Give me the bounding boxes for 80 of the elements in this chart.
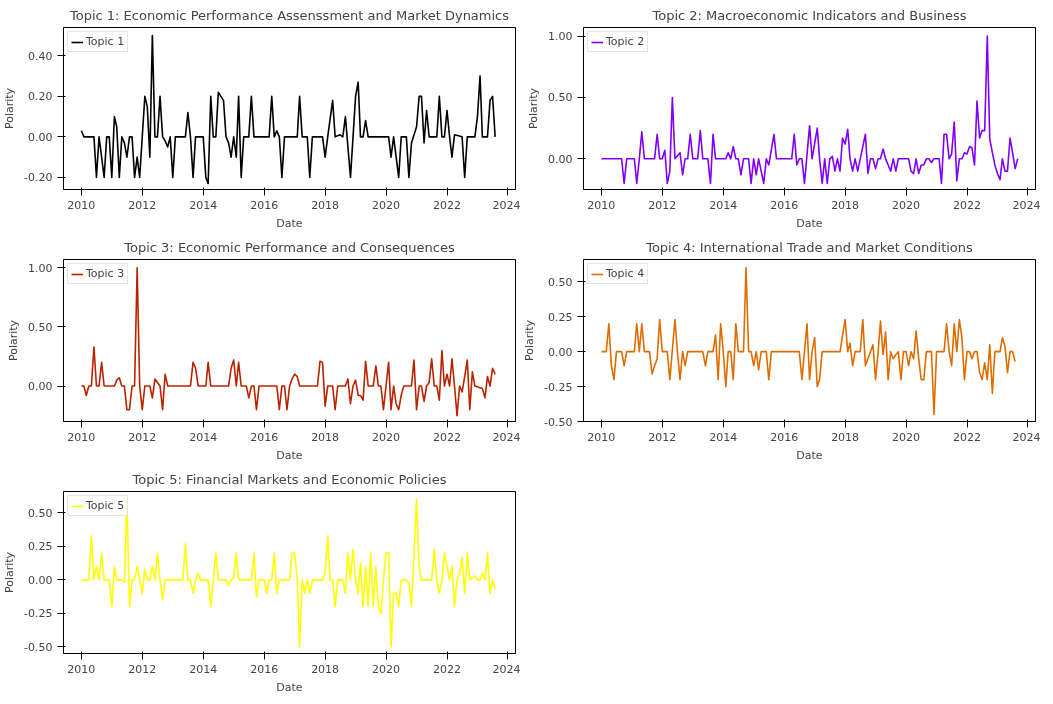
x-tick-label: 2022 [953, 430, 982, 444]
y-tick-label: 0.00 [28, 130, 53, 144]
x-tick-label: 2022 [953, 198, 982, 212]
x-tick-label: 2014 [189, 430, 218, 444]
legend-label: Topic 5 [86, 499, 125, 512]
x-tick-label: 2010 [67, 430, 96, 444]
x-tick-label: 2016 [770, 198, 799, 212]
x-axis-title: Date [796, 448, 823, 462]
x-tick-label: 2012 [648, 198, 677, 212]
y-axis-title: Polarity [527, 87, 541, 130]
x-tick-label: 2018 [831, 198, 860, 212]
y-tick-label: -0.25 [544, 380, 573, 394]
chart-title: Topic 2: Macroeconomic Indicators and Business [651, 7, 967, 23]
x-tick-label: 2010 [587, 430, 616, 444]
legend-label: Topic 2 [606, 35, 645, 48]
x-tick-label: 2014 [709, 198, 738, 212]
y-tick-label: 0.50 [28, 506, 53, 520]
x-tick-label: 2018 [311, 662, 340, 676]
x-tick-label: 2014 [189, 198, 218, 212]
y-axis-title: Polarity [3, 87, 17, 130]
chart-title: Topic 4: International Trade and Market Conditions [645, 239, 974, 255]
chart-title: Topic 1: Economic Performance Assenssment and Market Dynamics [68, 7, 510, 23]
y-tick-label: -0.20 [24, 171, 53, 185]
x-tick-label: 2020 [372, 430, 401, 444]
y-tick-label: 0.20 [28, 90, 53, 104]
x-tick-label: 2016 [250, 430, 279, 444]
y-axis-title: Polarity [3, 551, 17, 594]
x-tick-label: 2012 [128, 430, 157, 444]
chart-title: Topic 3: Economic Performance and Consequences [123, 239, 455, 255]
y-tick-label: 0.50 [28, 320, 53, 334]
x-tick-label: 2016 [770, 430, 799, 444]
x-tick-label: 2024 [492, 430, 521, 444]
x-axis-title: Date [276, 680, 303, 694]
x-tick-label: 2022 [433, 430, 462, 444]
y-tick-label: -0.50 [544, 415, 573, 429]
x-axis-title: Date [796, 216, 823, 230]
x-tick-label: 2014 [709, 430, 738, 444]
y-tick-label: 0.25 [548, 310, 573, 324]
x-tick-label: 2022 [433, 198, 462, 212]
legend-label: Topic 1 [86, 35, 125, 48]
x-tick-label: 2010 [587, 198, 616, 212]
y-tick-label: 1.00 [28, 261, 53, 275]
x-tick-label: 2010 [67, 198, 96, 212]
x-tick-label: 2010 [67, 662, 96, 676]
y-tick-label: 0.50 [548, 275, 573, 289]
y-axis-title: Polarity [523, 319, 537, 362]
x-axis-title: Date [276, 448, 303, 462]
x-tick-label: 2020 [892, 198, 921, 212]
legend-label: Topic 4 [606, 267, 645, 280]
y-tick-label: 0.50 [548, 91, 573, 105]
x-tick-label: 2018 [311, 430, 340, 444]
x-tick-label: 2014 [189, 662, 218, 676]
y-tick-label: 1.00 [548, 30, 573, 44]
y-tick-label: 0.40 [28, 49, 53, 63]
x-tick-label: 2012 [648, 430, 677, 444]
x-tick-label: 2020 [372, 662, 401, 676]
x-tick-label: 2024 [492, 662, 521, 676]
y-tick-label: 0.00 [28, 573, 53, 587]
x-tick-label: 2022 [433, 662, 462, 676]
y-tick-label: -0.25 [24, 607, 53, 621]
x-tick-label: 2024 [1012, 430, 1041, 444]
x-tick-label: 2018 [311, 198, 340, 212]
x-tick-label: 2024 [492, 198, 521, 212]
y-tick-label: -0.50 [24, 640, 53, 654]
x-tick-label: 2024 [1012, 198, 1041, 212]
y-axis-title: Polarity [7, 319, 21, 362]
x-tick-label: 2020 [892, 430, 921, 444]
y-tick-label: 0.25 [28, 540, 53, 554]
x-tick-label: 2016 [250, 198, 279, 212]
y-tick-label: 0.00 [548, 152, 573, 166]
x-tick-label: 2016 [250, 662, 279, 676]
x-axis-title: Date [276, 216, 303, 230]
y-tick-label: 0.00 [548, 345, 573, 359]
legend-label: Topic 3 [86, 267, 125, 280]
x-tick-label: 2018 [831, 430, 860, 444]
y-tick-label: 0.00 [28, 380, 53, 394]
x-tick-label: 2012 [128, 198, 157, 212]
x-tick-label: 2012 [128, 662, 157, 676]
x-tick-label: 2020 [372, 198, 401, 212]
chart-title: Topic 5: Financial Markets and Economic Policies [131, 471, 447, 487]
